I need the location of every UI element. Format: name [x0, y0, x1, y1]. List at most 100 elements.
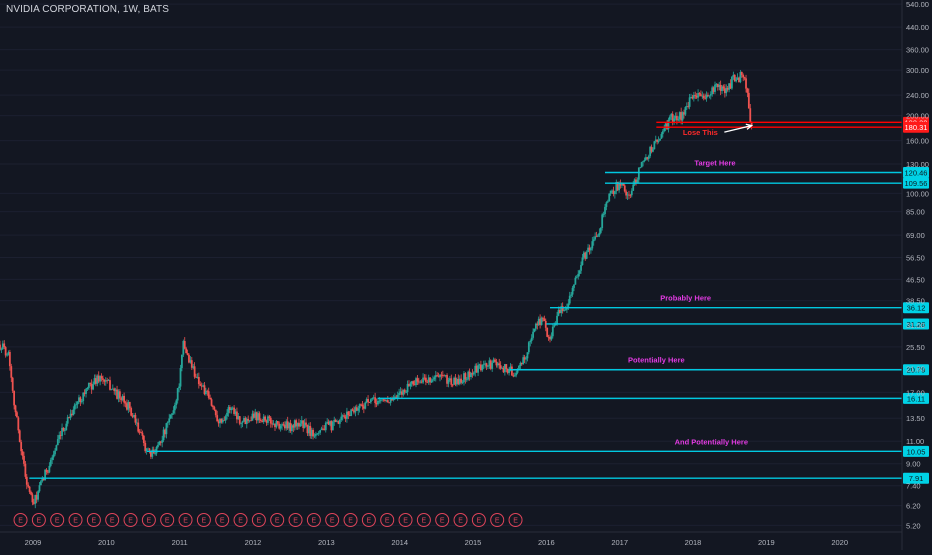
candle-body: [85, 389, 87, 394]
candle-body: [3, 343, 6, 348]
earnings-marker-label: E: [385, 518, 390, 525]
candle-body: [209, 397, 212, 400]
candle-body: [513, 375, 516, 377]
candle-body: [589, 248, 592, 251]
candle-body: [93, 378, 96, 385]
x-tick-label: 2017: [611, 538, 628, 547]
y-tick-label: 100.00: [906, 189, 929, 198]
candle-body: [488, 360, 491, 367]
candle-body: [391, 398, 393, 401]
candle-body: [69, 413, 72, 418]
candle-body: [681, 112, 684, 121]
candle-body: [581, 257, 584, 266]
candle-body: [749, 108, 752, 123]
candle-body: [164, 429, 166, 435]
candle-body: [471, 373, 474, 375]
candle-body: [322, 428, 324, 430]
candle-body: [281, 424, 283, 426]
candle-body: [529, 341, 532, 343]
candle-body: [10, 366, 13, 378]
candle-body: [739, 71, 742, 83]
candle-body: [172, 410, 175, 414]
candle-body: [244, 418, 247, 425]
candle-body: [629, 194, 632, 196]
candle-body: [329, 421, 331, 425]
candle-body: [393, 396, 396, 398]
candle-body: [718, 84, 721, 88]
candle-body: [676, 115, 678, 121]
x-tick-label: 2018: [685, 538, 702, 547]
candle-body: [55, 445, 58, 451]
candle-body: [491, 362, 494, 369]
y-axis[interactable]: 540.00 440.00 360.00 300.00 240.00 200.00 160.…: [901, 0, 929, 550]
candle-body: [643, 159, 646, 162]
candle-body: [104, 380, 107, 382]
candle-body: [460, 378, 463, 383]
candle-body: [417, 381, 420, 383]
y-tick-label: 17.00: [906, 388, 925, 397]
candle-body: [697, 93, 699, 98]
candle-body: [745, 78, 747, 89]
candle-body: [31, 494, 34, 503]
candle-body: [384, 399, 386, 401]
candle-body: [412, 381, 415, 385]
x-axis[interactable]: 2009 2010 2011 2012 2013 2014 2015 2016 2017 2018…: [0, 531, 902, 547]
candle-body: [274, 423, 276, 428]
level-price-tag: [903, 445, 929, 457]
candle-body: [210, 399, 213, 406]
candle-body: [440, 374, 443, 376]
candle-body: [89, 382, 92, 384]
candle-body: [355, 407, 358, 411]
candle-body: [27, 484, 30, 487]
candle-body: [571, 287, 574, 295]
candle-body: [17, 417, 20, 431]
candle-body: [140, 431, 142, 433]
candle-body: [118, 391, 121, 398]
candle-body: [558, 309, 561, 313]
candle-body: [289, 422, 292, 431]
candle-body: [690, 97, 692, 98]
candle-body: [126, 403, 128, 410]
y-tick-label: 5.20: [906, 521, 921, 530]
candle-body: [427, 377, 430, 383]
earnings-marker: [160, 513, 175, 527]
candle-body: [660, 134, 663, 139]
candle-body: [216, 415, 219, 422]
earnings-marker: [105, 513, 120, 527]
candle-body: [179, 368, 182, 387]
candle-body: [310, 429, 313, 436]
level-price-label: 36.12: [907, 304, 926, 313]
candle-body: [585, 252, 588, 259]
candle-body: [705, 94, 708, 99]
annotation-label: Potentially Here: [628, 355, 685, 364]
candle-body: [426, 381, 429, 383]
candle-body: [168, 418, 171, 423]
candle-body: [23, 455, 25, 464]
candle-body: [728, 83, 731, 90]
candle-body: [110, 389, 113, 391]
candle-body: [489, 360, 492, 369]
candle-body: [501, 367, 503, 369]
candle-body: [540, 317, 543, 325]
level-price-tag: [903, 302, 929, 314]
candle-body: [38, 485, 41, 492]
candle-body: [190, 360, 193, 368]
candle-body: [316, 433, 319, 435]
candle-body: [594, 236, 597, 240]
earnings-marker-label: E: [293, 518, 298, 525]
candle-body: [175, 400, 178, 406]
candle-body: [479, 364, 482, 371]
earnings-marker: [325, 513, 340, 527]
candle-body: [405, 391, 408, 393]
candle-body: [474, 365, 477, 373]
candle-body: [674, 115, 677, 119]
candle-body: [467, 371, 470, 380]
candle-body: [11, 377, 14, 391]
candle-body: [687, 106, 690, 107]
candle-body: [323, 428, 326, 431]
candle-body: [189, 360, 192, 363]
candle-body: [166, 422, 169, 424]
annotation-label: Probably Here: [660, 294, 711, 303]
